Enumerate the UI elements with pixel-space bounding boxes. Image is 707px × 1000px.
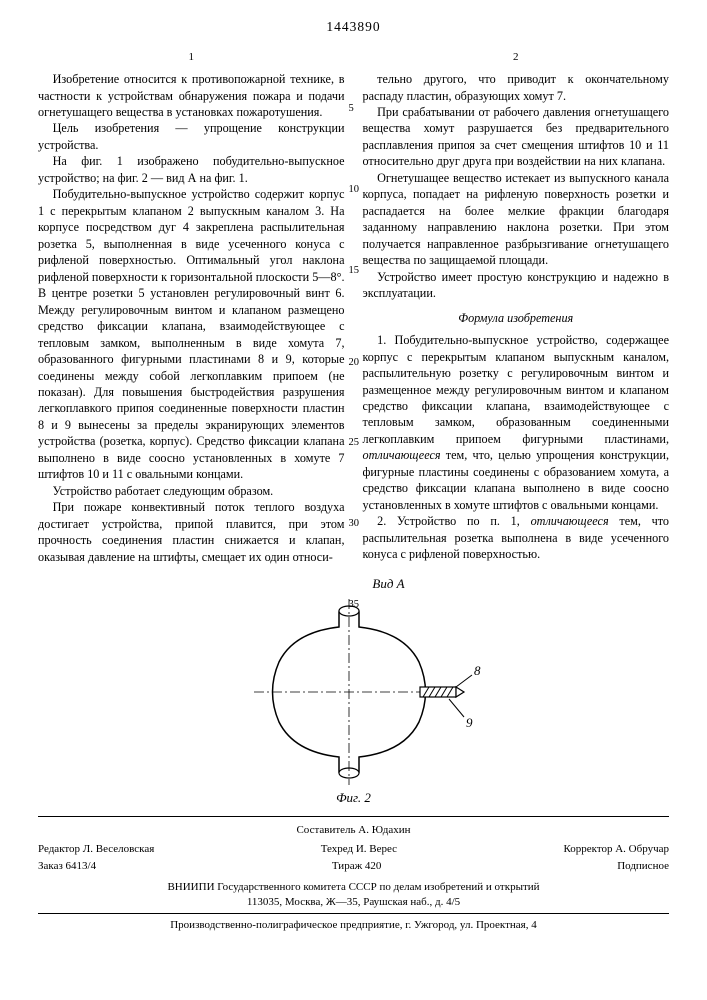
claim1-em: отличающееся [363, 448, 441, 462]
claim-1: 1. Побудительно-выпускное устройство, со… [363, 332, 670, 513]
patent-page: 1443890 1 Изобретение относится к против… [0, 0, 707, 1000]
claim1-part-a: 1. Побудительно-выпускное устройство, со… [363, 333, 670, 446]
footer-row1: Редактор Л. Веселовская Техред И. Верес … [38, 842, 669, 857]
col1-number: 1 [38, 50, 345, 65]
line-mark-30: 30 [349, 517, 360, 531]
col1-para6: При пожаре конвективный поток теплого во… [38, 499, 345, 565]
claim2-em: отличающееся [531, 514, 609, 528]
claims-title: Формула изобретения [363, 310, 670, 326]
figure-2-drawing: 8 9 [224, 597, 484, 787]
line-mark-5: 5 [349, 102, 354, 116]
figure-view-label: Вид А [108, 575, 669, 593]
footer-tirage: Тираж 420 [332, 859, 382, 874]
col1-para1: Изобретение относится к противопожарной … [38, 71, 345, 120]
footer-subscription: Подписное [617, 859, 669, 874]
hatched-joint [420, 687, 464, 697]
footer-org2: 113035, Москва, Ж—35, Раушская наб., д. … [38, 895, 669, 910]
footer-techred: Техред И. Верес [321, 842, 397, 857]
line-mark-10: 10 [349, 183, 360, 197]
col1-para4: Побудительно-выпускное устройство содерж… [38, 186, 345, 482]
column-1: 1 Изобретение относится к противопожарно… [38, 50, 345, 565]
line-mark-35: 35 [349, 598, 360, 612]
col2-para2: При срабатывании от рабочего давления ог… [363, 104, 670, 170]
column-2: 5 10 15 20 25 30 35 2 тельно другого, чт… [363, 50, 670, 565]
document-number: 1443890 [38, 18, 669, 36]
figure-number: Фиг. 2 [38, 789, 669, 807]
line-mark-15: 15 [349, 264, 360, 278]
line-mark-25: 25 [349, 436, 360, 450]
footer-print: Производственно-полиграфическое предприя… [38, 918, 669, 933]
footer-row2: Заказ 6413/4 Тираж 420 Подписное [38, 859, 669, 874]
footer-block: Составитель А. Юдахин Редактор Л. Весело… [38, 816, 669, 933]
col2-para4: Устройство имеет простую конструкцию и н… [363, 269, 670, 302]
fig-label-9: 9 [466, 715, 473, 730]
claim-2: 2. Устройство по п. 1, отличающееся тем,… [363, 513, 670, 562]
columns-container: 1 Изобретение относится к противопожарно… [38, 50, 669, 565]
col2-number: 2 [363, 50, 670, 65]
col1-para5: Устройство работает следующим образом. [38, 483, 345, 499]
footer-org: ВНИИПИ Государственного комитета СССР по… [38, 880, 669, 915]
footer-corrector: Корректор А. Обручар [563, 842, 669, 857]
col1-para2: Цель изобретения — упрощение конструкции… [38, 120, 345, 153]
line-mark-20: 20 [349, 356, 360, 370]
footer-editor: Редактор Л. Веселовская [38, 842, 154, 857]
col2-para1: тельно другого, что приводит к окончател… [363, 71, 670, 104]
col1-para3: На фиг. 1 изображено побудительно-выпуск… [38, 153, 345, 186]
fig-label-8: 8 [474, 663, 481, 678]
footer-org1: ВНИИПИ Государственного комитета СССР по… [38, 880, 669, 895]
footer-order: Заказ 6413/4 [38, 859, 96, 874]
claim2-part-a: 2. Устройство по п. 1, [377, 514, 530, 528]
footer-compiler: Составитель А. Юдахин [38, 823, 669, 838]
col2-para3: Огнетушащее вещество истекает из выпускн… [363, 170, 670, 269]
